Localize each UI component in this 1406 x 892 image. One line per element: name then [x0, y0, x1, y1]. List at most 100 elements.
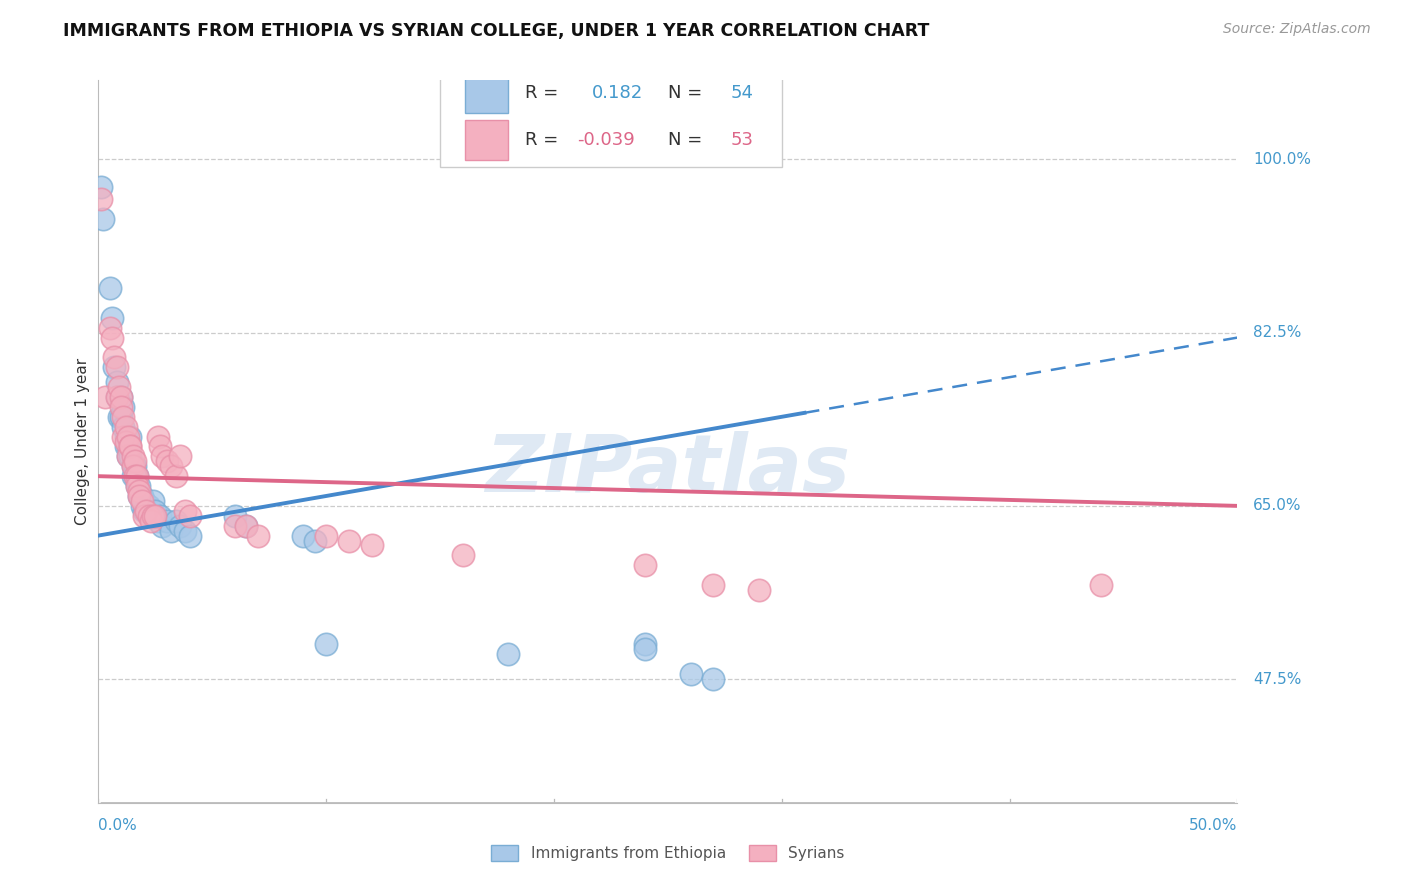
Point [149, 508, 172, 523]
Point [108, 409, 131, 424]
Point [165, 514, 187, 528]
Text: Source: ZipAtlas.com: Source: ZipAtlas.com [1223, 22, 1371, 37]
Point [146, 429, 169, 443]
Point [132, 504, 155, 518]
Point [149, 440, 172, 454]
Point [94, 390, 117, 404]
Point [114, 429, 136, 443]
Point [142, 494, 165, 508]
Point [139, 514, 162, 528]
Text: ZIPatlas: ZIPatlas [485, 432, 851, 509]
Point [156, 514, 179, 528]
Point [174, 524, 197, 538]
Point [224, 518, 246, 533]
Point [128, 489, 150, 503]
Legend: Immigrants from Ethiopia, Syrians: Immigrants from Ethiopia, Syrians [485, 839, 851, 867]
Point [101, 310, 124, 325]
Point [139, 508, 162, 523]
Point [128, 489, 150, 503]
Text: -0.039: -0.039 [576, 131, 634, 149]
Point [105, 375, 128, 389]
Point [112, 429, 135, 443]
Point [702, 578, 724, 592]
Point [135, 504, 157, 518]
Point [105, 390, 128, 404]
Text: 54: 54 [731, 84, 754, 102]
Point [179, 508, 201, 523]
Text: 53: 53 [731, 131, 754, 149]
Point [121, 450, 143, 464]
Text: IMMIGRANTS FROM ETHIOPIA VS SYRIAN COLLEGE, UNDER 1 YEAR CORRELATION CHART: IMMIGRANTS FROM ETHIOPIA VS SYRIAN COLLE… [63, 22, 929, 40]
Point [131, 499, 153, 513]
Point [128, 479, 150, 493]
Point [160, 524, 183, 538]
Text: 47.5%: 47.5% [1253, 672, 1302, 687]
Point [169, 450, 191, 464]
Point [124, 469, 146, 483]
Point [110, 390, 132, 404]
FancyBboxPatch shape [440, 59, 782, 167]
Point [98, 320, 121, 334]
Point [634, 642, 657, 657]
Point [634, 558, 657, 573]
Point [748, 582, 770, 597]
Point [121, 459, 143, 474]
Point [235, 518, 257, 533]
Text: 65.0%: 65.0% [1253, 499, 1302, 514]
FancyBboxPatch shape [465, 73, 509, 112]
Point [124, 459, 146, 474]
Point [337, 533, 360, 548]
Point [103, 351, 125, 365]
Point [91, 211, 114, 226]
Y-axis label: College, Under 1 year: College, Under 1 year [75, 358, 90, 525]
Point [117, 429, 139, 443]
Point [114, 419, 136, 434]
Point [117, 450, 139, 464]
Point [114, 440, 136, 454]
Point [165, 469, 187, 483]
Point [179, 528, 201, 542]
Point [112, 419, 135, 434]
Point [117, 450, 139, 464]
Text: R =: R = [526, 131, 564, 149]
Point [120, 429, 142, 443]
Point [128, 483, 150, 498]
Text: 0.182: 0.182 [592, 84, 643, 102]
Point [108, 380, 131, 394]
Point [127, 479, 149, 493]
Point [360, 539, 382, 553]
Point [150, 518, 173, 533]
Point [124, 454, 146, 468]
Point [114, 434, 136, 449]
Point [315, 637, 337, 651]
Point [138, 499, 160, 513]
Point [224, 508, 246, 523]
Point [315, 528, 337, 542]
Point [90, 180, 112, 194]
Point [146, 514, 169, 528]
Point [112, 400, 135, 414]
Point [142, 508, 165, 523]
Point [1090, 578, 1112, 592]
Point [110, 409, 132, 424]
Point [235, 518, 257, 533]
Point [634, 637, 657, 651]
Point [156, 454, 179, 468]
Text: N =: N = [668, 84, 707, 102]
Point [127, 469, 149, 483]
Point [120, 450, 142, 464]
Point [150, 450, 173, 464]
Point [304, 533, 326, 548]
Point [702, 672, 724, 686]
Point [451, 549, 474, 563]
Point [174, 504, 197, 518]
FancyBboxPatch shape [465, 120, 509, 160]
Point [127, 479, 149, 493]
Point [105, 360, 128, 375]
Point [103, 360, 125, 375]
Text: 50.0%: 50.0% [1189, 818, 1237, 832]
Point [110, 390, 132, 404]
Point [131, 494, 153, 508]
Point [131, 489, 153, 503]
Text: 0.0%: 0.0% [98, 818, 138, 832]
